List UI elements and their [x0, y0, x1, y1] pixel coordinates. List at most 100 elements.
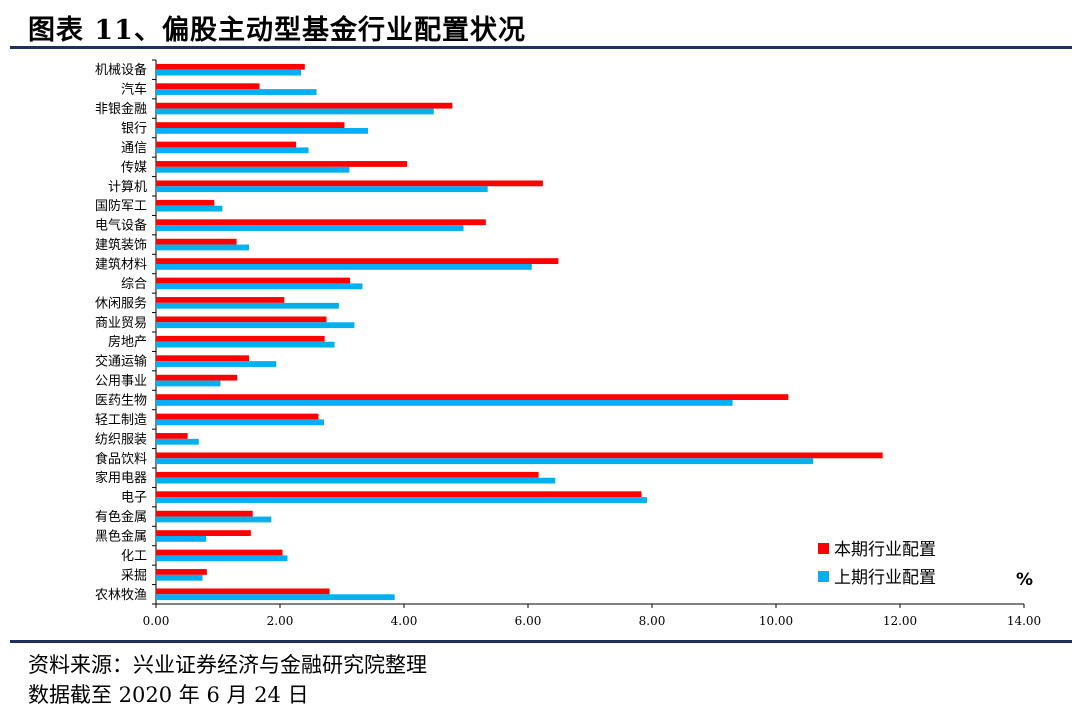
- bar-previous: [156, 458, 814, 465]
- bar-previous: [156, 477, 556, 484]
- bar-previous: [156, 186, 488, 193]
- bar-current: [156, 122, 345, 128]
- category-label: 计算机: [108, 180, 147, 195]
- bar-current: [156, 335, 325, 342]
- category-label: 房地产: [108, 334, 147, 350]
- bar-previous: [156, 69, 302, 76]
- category-label: 通信: [121, 141, 147, 156]
- bar-current: [156, 238, 237, 245]
- category-label: 建筑装饰: [95, 237, 147, 253]
- bar-previous: [156, 594, 395, 601]
- bar-previous: [156, 264, 532, 270]
- category-label: 国防军工: [95, 198, 147, 214]
- bar-previous: [156, 574, 203, 581]
- x-tick-label: 8.00: [639, 614, 666, 628]
- bar-current: [156, 394, 789, 400]
- category-label: 休闲服务: [95, 295, 147, 311]
- bar-current: [156, 258, 559, 264]
- bar-current: [156, 569, 207, 575]
- legend-swatch: [818, 543, 829, 554]
- bar-previous: [156, 322, 355, 329]
- bar-previous: [156, 497, 648, 503]
- category-label: 银行: [121, 122, 147, 137]
- bar-current: [156, 141, 297, 148]
- bar-current: [156, 471, 539, 478]
- x-tick-label: 14.00: [1007, 614, 1041, 628]
- category-label: 家用电器: [95, 470, 147, 486]
- category-label: 非银金融: [95, 101, 147, 117]
- category-label: 电子: [121, 491, 147, 506]
- legend-label: 本期行业配置: [834, 540, 936, 560]
- bar-current: [156, 491, 642, 498]
- chart-axes: [152, 59, 1024, 605]
- bar-current: [156, 297, 285, 303]
- category-label: 建筑材料: [95, 257, 147, 273]
- bar-current: [156, 530, 251, 536]
- category-label: 纺织服装: [95, 432, 147, 447]
- bar-current: [156, 588, 330, 595]
- category-label: 化工: [121, 549, 147, 564]
- bar-previous: [156, 555, 288, 562]
- bar-current: [156, 433, 188, 439]
- source-note: 资料来源：兴业证券经济与金融研究院整理: [28, 653, 427, 677]
- category-label: 综合: [121, 277, 147, 292]
- x-tick-label: 4.00: [391, 614, 418, 628]
- bar-current: [156, 316, 327, 323]
- category-label: 汽车: [121, 82, 147, 98]
- x-tick-label: 12.00: [883, 614, 917, 628]
- bar-previous: [156, 147, 309, 154]
- legend-swatch: [818, 571, 829, 582]
- bar-previous: [156, 244, 249, 251]
- bar-current: [156, 219, 486, 226]
- category-label: 轻工制造: [95, 413, 147, 428]
- unit-label: %: [1016, 570, 1033, 590]
- category-label: 有色金属: [95, 509, 147, 525]
- bar-current: [156, 510, 253, 517]
- bar-chart: 机械设备汽车非银金融银行通信传媒计算机国防军工电气设备建筑装饰建筑材料综合休闲服…: [95, 59, 1041, 628]
- bar-previous: [156, 302, 339, 309]
- bar-current: [156, 277, 351, 284]
- category-label: 交通运输: [95, 354, 147, 370]
- bar-current: [156, 180, 543, 187]
- bar-previous: [156, 341, 335, 348]
- date-note: 数据截至 2020 年 6 月 24 日: [28, 683, 309, 707]
- bar-previous: [156, 400, 733, 406]
- x-tick-label: 2.00: [267, 614, 294, 628]
- bar-previous: [156, 89, 317, 95]
- bar-current: [156, 83, 260, 90]
- bar-current: [156, 452, 883, 459]
- footer-rule: [10, 640, 1072, 643]
- bar-previous: [156, 516, 272, 523]
- category-label: 传媒: [121, 160, 147, 175]
- bar-current: [156, 199, 215, 206]
- bar-current: [156, 549, 283, 556]
- x-tick-label: 0.00: [143, 614, 170, 628]
- x-tick-labels: 0.00 2.00 4.00 6.00 8.00 10.00 12.00 14.00: [143, 604, 1041, 628]
- bar-previous: [156, 361, 277, 367]
- category-label: 医药生物: [95, 394, 147, 409]
- bar-current: [156, 374, 238, 381]
- category-label: 公用事业: [95, 374, 147, 389]
- category-label: 采掘: [121, 568, 147, 583]
- bar-previous: [156, 128, 369, 134]
- x-tick-label: 10.00: [759, 614, 793, 628]
- bar-previous: [156, 108, 434, 115]
- category-label: 农林牧渔: [95, 588, 147, 603]
- bar-current: [156, 413, 319, 420]
- bar-current: [156, 63, 305, 70]
- bar-current: [156, 355, 249, 362]
- bar-previous: [156, 380, 221, 387]
- legend-label: 上期行业配置: [834, 568, 936, 588]
- bar-previous: [156, 419, 325, 426]
- category-label: 黑色金属: [95, 529, 147, 545]
- bar-current: [156, 102, 453, 109]
- bar-previous: [156, 536, 207, 542]
- category-label: 商业贸易: [95, 316, 147, 331]
- bar-previous: [156, 438, 199, 445]
- category-labels: 机械设备汽车非银金融银行通信传媒计算机国防军工电气设备建筑装饰建筑材料综合休闲服…: [95, 62, 147, 603]
- figure-title: 图表 11、偏股主动型基金行业配置状况: [28, 15, 526, 46]
- chart-bars: [156, 63, 883, 601]
- category-label: 机械设备: [95, 62, 147, 78]
- bar-previous: [156, 205, 223, 212]
